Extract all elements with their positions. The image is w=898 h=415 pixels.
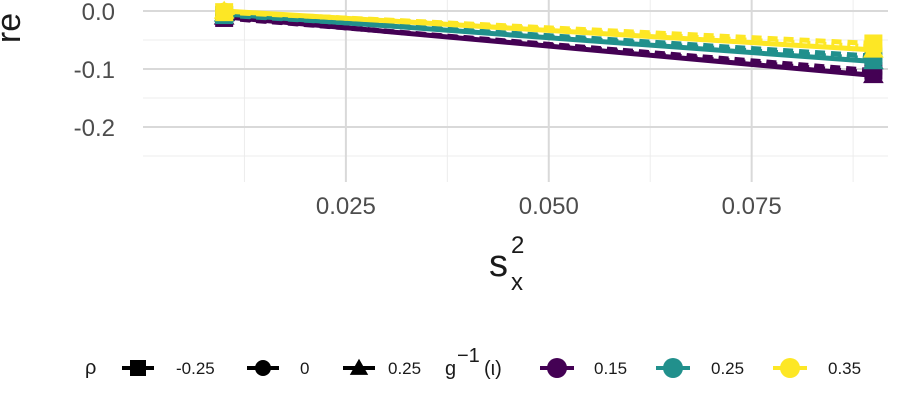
rho-legend-label: -0.25 [176, 359, 215, 378]
legend-key-shape [547, 358, 567, 378]
legend: ρ -0.25 0 0.25 g −1 (ι) 0.15 0.25 0.35 [85, 345, 861, 380]
ginv-legend-title-sup: −1 [457, 345, 480, 367]
data-point [863, 65, 884, 84]
rho-legend-entry: -0.25 [122, 359, 215, 378]
rho-legend-label: 0.25 [388, 359, 421, 378]
series-line [224, 9, 874, 46]
y-tick-label: -0.1 [74, 57, 115, 84]
x-tick-label: 0.025 [316, 193, 376, 220]
ginv-legend-label: 0.35 [828, 359, 861, 378]
ginv-legend-title: g −1 (ι) [445, 345, 502, 380]
rho-legend-entry: 0.25 [343, 358, 421, 378]
data-marks [213, 0, 884, 84]
x-tick-labels: 0.025 0.050 0.075 [316, 193, 782, 220]
legend-key-shape [780, 358, 800, 378]
data-point [213, 0, 235, 19]
legend-key-shape [349, 358, 369, 375]
ginv-legend-label: 0.15 [594, 359, 627, 378]
legend-key-shape [663, 358, 683, 378]
y-tick-label: -0.2 [74, 115, 115, 142]
x-tick-label: 0.050 [519, 193, 579, 220]
ginv-legend-title-base: g [445, 358, 456, 380]
x-axis-title-base: s [489, 243, 508, 285]
data-point [863, 39, 884, 58]
y-tick-label: 0.0 [82, 0, 115, 26]
ginv-legend-title-arg: (ι) [484, 358, 502, 380]
ginv-legend-label: 0.25 [711, 359, 744, 378]
legend-key-shape [255, 360, 271, 376]
series-line [223, 14, 874, 78]
x-axis-title: s 2 x [489, 232, 524, 296]
rho-legend-label: 0 [300, 359, 309, 378]
x-axis-title-sub: x [511, 269, 523, 296]
y-tick-labels: 0.0 -0.1 -0.2 [74, 0, 115, 142]
data-point [863, 51, 884, 70]
ginv-legend-entries: 0.15 0.25 0.35 [540, 358, 861, 378]
series-line [224, 11, 874, 64]
y-axis-title: re [0, 13, 28, 43]
ginv-legend-entry: 0.15 [540, 358, 627, 378]
series-0.35-rho-0.25 [213, 0, 884, 58]
ginv-legend-entry: 0.35 [773, 358, 861, 378]
rho-legend-entries: -0.25 0 0.25 [122, 358, 421, 378]
rho-legend-title: ρ [85, 357, 96, 379]
x-tick-label: 0.075 [722, 193, 782, 220]
rho-legend-entry: 0 [247, 359, 309, 378]
legend-key-shape [130, 360, 146, 376]
x-axis-title-sup: 2 [511, 232, 524, 259]
ginv-legend-entry: 0.25 [656, 358, 744, 378]
series-line [224, 8, 874, 53]
